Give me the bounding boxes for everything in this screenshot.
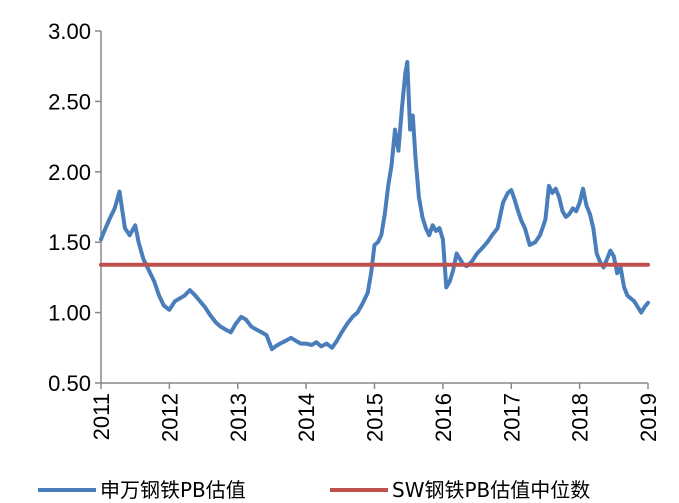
legend-item-pb: 申万钢铁PB估值 xyxy=(38,478,246,502)
y-tick-label: 1.00 xyxy=(48,301,91,326)
x-tick-label: 2014 xyxy=(294,393,319,442)
series-line-pb xyxy=(99,60,650,352)
y-tick-label: 2.50 xyxy=(48,89,91,114)
y-tick-label: 0.50 xyxy=(48,371,91,396)
y-tick-label: 3.00 xyxy=(48,19,91,44)
x-tick-label: 2013 xyxy=(226,393,251,442)
legend: 申万钢铁PB估值 SW钢铁PB估值中位数 xyxy=(38,478,590,502)
x-tick-label: 2016 xyxy=(431,393,456,442)
legend-label: SW钢铁PB估值中位数 xyxy=(392,478,590,502)
x-tick-label: 2019 xyxy=(636,393,661,442)
x-tick-label: 2015 xyxy=(363,393,388,442)
legend-label: 申万钢铁PB估值 xyxy=(100,478,246,502)
x-tick-label: 2017 xyxy=(499,393,524,442)
series-layer xyxy=(99,60,650,352)
legend-item-median: SW钢铁PB估值中位数 xyxy=(330,478,590,502)
axes: 0.50 1.00 1.50 2.00 2.50 3.00 2011 2012 2013 2014… xyxy=(48,19,661,442)
x-tick-label: 2011 xyxy=(89,393,114,440)
y-tick-label: 2.00 xyxy=(48,160,91,185)
y-tick-label: 1.50 xyxy=(48,230,91,255)
x-tick-label: 2012 xyxy=(157,393,182,442)
x-tick-label: 2018 xyxy=(568,393,593,442)
